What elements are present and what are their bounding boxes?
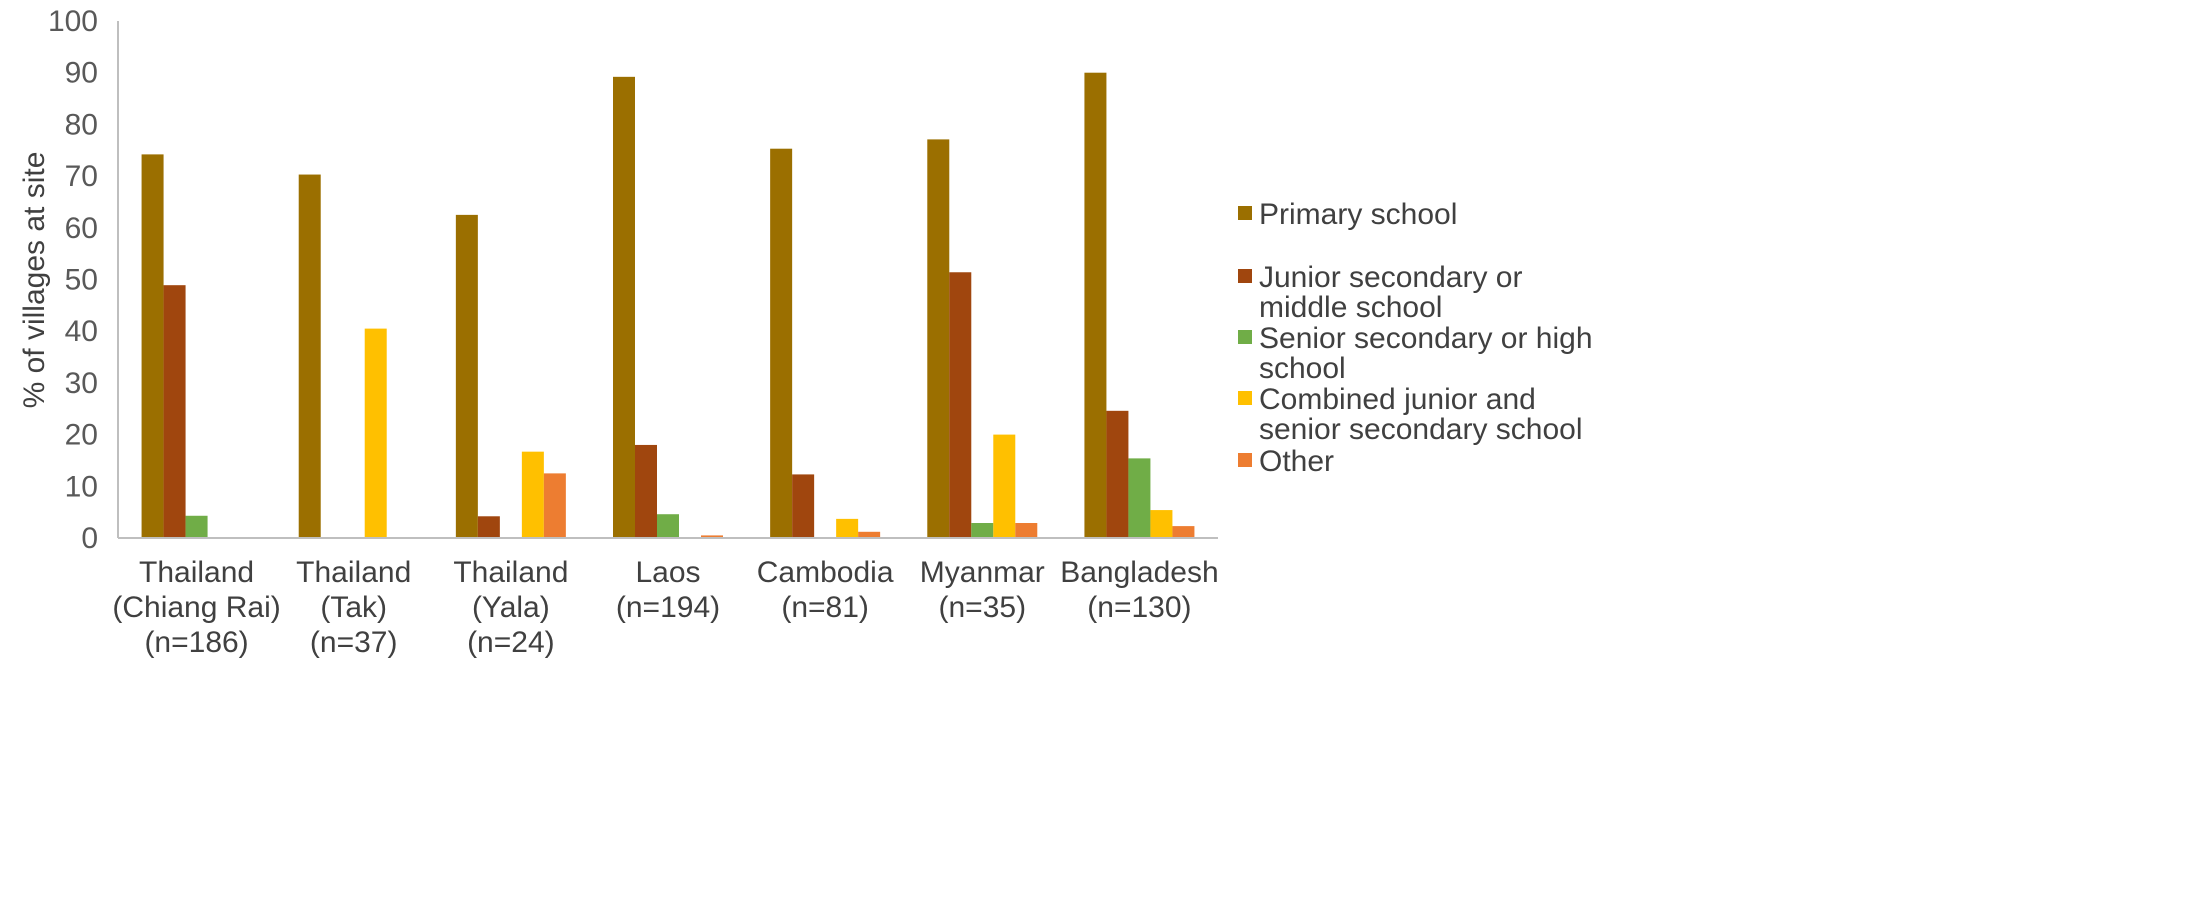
x-axis-labels: Thailand (Chiang Rai) (n=186)Thailand (Tak)… [112, 556, 1218, 659]
legend-swatch [1238, 269, 1252, 283]
y-tick-label: 50 [65, 264, 98, 297]
bar [701, 535, 723, 538]
bar [1106, 410, 1129, 538]
x-tick-label: Thailand (Chiang Rai) (n=186) [112, 556, 280, 659]
bar [927, 139, 950, 538]
bar [792, 474, 815, 538]
bar [364, 328, 387, 538]
y-tick-label: 10 [65, 470, 98, 503]
y-tick-label: 40 [65, 315, 98, 348]
legend-label: Junior secondary or middle school [1259, 261, 1522, 324]
legend-label: Combined junior and senior secondary scho… [1259, 383, 1583, 446]
bar [1128, 458, 1151, 538]
y-tick-label: 90 [65, 57, 98, 90]
y-tick-label: 80 [65, 108, 98, 141]
legend-swatch [1238, 453, 1252, 467]
y-tick-label: 70 [65, 160, 98, 193]
bar [163, 285, 186, 538]
bar [455, 214, 478, 538]
legend-label: Senior secondary or high school [1259, 322, 1593, 385]
bar [657, 514, 679, 538]
legend-swatch [1238, 206, 1252, 220]
bar [543, 473, 566, 538]
y-tick-label: 100 [48, 5, 98, 38]
x-tick-label: Cambodia (n=81) [757, 556, 894, 624]
bar [613, 76, 635, 538]
bar [836, 518, 859, 538]
bar [770, 148, 793, 538]
x-tick-label: Bangladesh (n=130) [1060, 556, 1218, 624]
bar [635, 444, 657, 538]
legend-label: Primary school [1259, 198, 1457, 231]
bar [1084, 72, 1107, 538]
legend: Primary school Junior secondary or middle … [1238, 198, 1593, 478]
legend-swatch [1238, 330, 1252, 344]
y-axis-title: % of villages at site [18, 152, 51, 409]
bar [477, 516, 500, 538]
bar [993, 434, 1016, 538]
bar [521, 451, 544, 538]
y-axis-title-group: % of villages at site [18, 152, 51, 409]
axes [117, 21, 1218, 539]
y-tick-label: 0 [81, 522, 98, 555]
y-axis-ticks: 0 10 20 30 40 50 60 70 80 90 100 [48, 5, 98, 555]
bar [971, 523, 994, 538]
bars [141, 72, 1195, 539]
legend-label: Other [1259, 445, 1334, 478]
bar [949, 272, 972, 538]
legend-swatch [1238, 391, 1252, 405]
bar [1015, 523, 1038, 538]
bar [1150, 510, 1173, 538]
x-tick-label: Thailand (Yala) (n=24) [453, 556, 568, 659]
x-tick-label: Thailand (Tak) (n=37) [296, 556, 411, 659]
y-tick-label: 30 [65, 367, 98, 400]
y-tick-label: 20 [65, 419, 98, 452]
bar [185, 515, 208, 538]
x-tick-label: Myanmar (n=35) [920, 556, 1045, 624]
x-tick-label: Laos (n=194) [616, 556, 720, 624]
bar [141, 154, 164, 539]
y-tick-label: 60 [65, 212, 98, 245]
bar [298, 174, 321, 538]
bar [1172, 526, 1195, 538]
bar [858, 531, 881, 538]
